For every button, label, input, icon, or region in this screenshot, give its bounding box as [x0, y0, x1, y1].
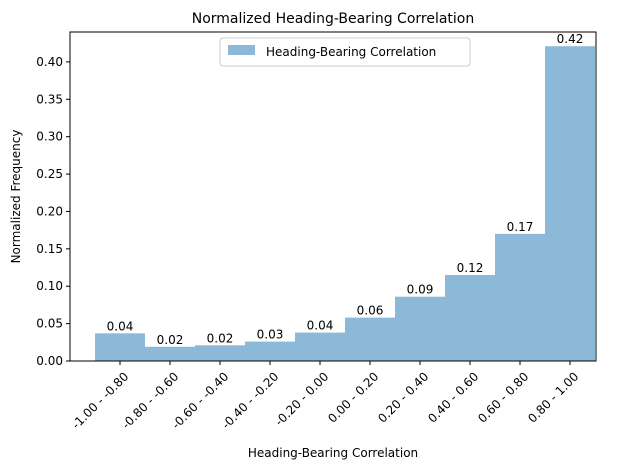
- bar: [195, 345, 245, 361]
- x-tick-label: 0.80 - 1.00: [525, 369, 581, 425]
- bar-labels-group: 0.04 0.02 0.02 0.03 0.04 0.06 0.09 0.12 0.17 0.42: [107, 32, 584, 347]
- bar-value-label: 0.04: [107, 319, 134, 333]
- bar-value-label: 0.02: [207, 331, 234, 345]
- x-tick-label: -0.20 - 0.00: [272, 369, 331, 428]
- bar-value-label: 0.42: [557, 32, 584, 46]
- x-tick-label: 0.40 - 0.60: [425, 369, 481, 425]
- x-axis: -1.00 - -0.80-0.80 - -0.60-0.60 - -0.40-…: [69, 361, 581, 432]
- legend-label: Heading-Bearing Correlation: [266, 45, 436, 59]
- y-tick-label: 0.00: [36, 354, 63, 368]
- bar: [495, 233, 545, 361]
- bar: [95, 333, 145, 361]
- bar: [245, 341, 295, 361]
- bars-group: [95, 46, 595, 361]
- plot-frame: [69, 31, 597, 362]
- bar-value-label: 0.06: [357, 304, 384, 318]
- x-tick-label: 0.00 - 0.20: [325, 369, 381, 425]
- legend-swatch: [228, 45, 255, 55]
- bar: [145, 346, 195, 361]
- y-tick-label: 0.35: [36, 92, 63, 106]
- chart-title: Normalized Heading-Bearing Correlation: [192, 11, 475, 27]
- y-tick-label: 0.30: [36, 130, 63, 144]
- bar-value-label: 0.17: [507, 220, 534, 234]
- bar-value-label: 0.02: [157, 333, 184, 347]
- y-tick-label: 0.25: [36, 167, 63, 181]
- bar-value-label: 0.03: [257, 328, 284, 342]
- y-tick-label: 0.10: [36, 279, 63, 293]
- legend-box: [219, 37, 471, 67]
- bar-value-label: 0.09: [407, 283, 434, 297]
- legend: Heading-Bearing Correlation: [219, 37, 471, 67]
- y-tick-label: 0.40: [36, 55, 63, 69]
- bar: [345, 317, 395, 361]
- y-axis: 0.00 0.05 0.10 0.15 0.20 0.25 0.30 0.35 0.40: [36, 55, 70, 368]
- bar: [545, 46, 595, 361]
- y-tick-label: 0.15: [36, 242, 63, 256]
- bar: [295, 332, 345, 361]
- x-tick-label: 0.20 - 0.40: [375, 369, 431, 425]
- bar-value-label: 0.04: [307, 319, 334, 333]
- y-tick-label: 0.20: [36, 204, 63, 218]
- x-tick-label: 0.60 - 0.80: [475, 369, 531, 425]
- y-axis-title: Normalized Frequency: [9, 130, 23, 264]
- bar: [395, 296, 445, 361]
- y-tick-label: 0.05: [36, 317, 63, 331]
- bar-value-label: 0.12: [457, 261, 484, 275]
- bar: [445, 275, 495, 361]
- x-axis-title: Heading-Bearing Correlation: [248, 446, 418, 460]
